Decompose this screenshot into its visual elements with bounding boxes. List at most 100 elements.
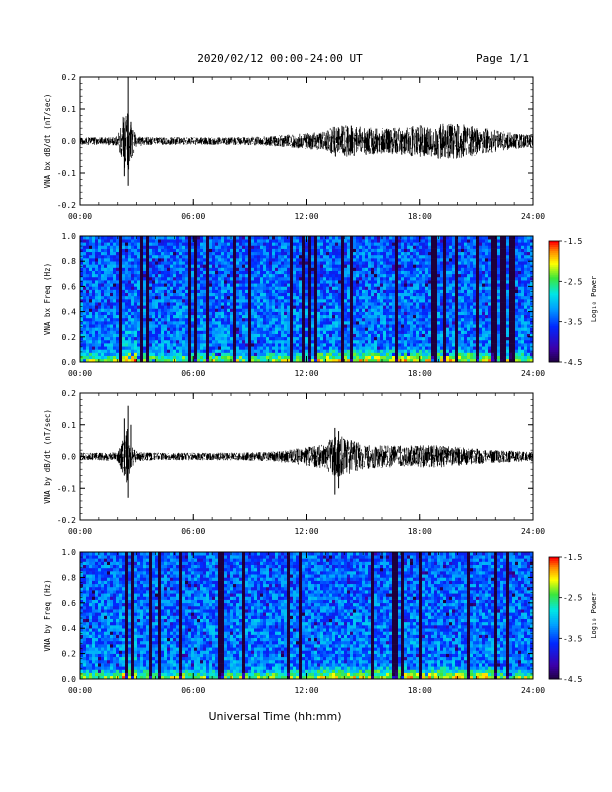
panel-2-cell: [83, 308, 87, 312]
panel-2-cell: [227, 311, 231, 316]
panel-2-cell: [437, 245, 441, 249]
panel-2-cell: [278, 280, 282, 284]
panel-2-cell: [395, 264, 399, 268]
panel-2-cell: [167, 302, 171, 306]
panel-2-cell: [302, 273, 306, 278]
panel-2-cell: [203, 254, 207, 259]
panel-2-cell: [119, 358, 123, 363]
panel-2-cell: [326, 286, 330, 290]
panel-2-cell: [143, 239, 147, 243]
panel-2-cell: [80, 349, 84, 353]
panel-2-cell: [161, 324, 165, 328]
panel-2-cell: [302, 276, 306, 281]
panel-2-cell: [221, 305, 225, 309]
panel-2-cell: [239, 302, 243, 306]
panel-2-cell: [308, 251, 312, 256]
panel-2-cell: [200, 317, 204, 322]
panel-2-cell: [215, 355, 219, 360]
panel-2-cell: [134, 333, 138, 338]
panel-2-cell: [83, 333, 87, 338]
panel-2-cell: [356, 242, 360, 246]
panel-2-cell: [107, 245, 111, 249]
panel-2-cell: [434, 258, 438, 262]
panel-2-cell: [233, 349, 237, 353]
panel-2-cell: [392, 302, 396, 306]
panel-2-cell: [320, 270, 324, 275]
panel-2-cell: [404, 236, 408, 240]
panel-2-cell: [296, 242, 300, 246]
panel-2-cell: [263, 251, 267, 256]
panel-2-cell: [233, 299, 237, 303]
panel-2-cell: [161, 295, 165, 300]
panel-2-cell: [281, 308, 285, 312]
panel-2-cell: [206, 239, 210, 243]
panel-2-cell: [191, 273, 195, 278]
panel-2-cell: [215, 295, 219, 300]
panel-2-cell: [260, 261, 264, 265]
panel-2-cell: [407, 321, 411, 325]
panel-2-cell: [296, 276, 300, 281]
panel-2-cell: [356, 273, 360, 278]
panel-2-cell: [416, 283, 420, 287]
panel-2-cell: [269, 254, 273, 259]
panel-2-cell: [359, 302, 363, 306]
panel-2-cell: [296, 349, 300, 353]
panel-2-cell: [437, 276, 441, 281]
panel-2-cell: [254, 289, 258, 293]
panel-2-cell: [395, 276, 399, 281]
panel-2-cell: [242, 358, 246, 363]
panel-2-cell: [386, 343, 390, 347]
panel-2-cell: [233, 251, 237, 256]
panel-2-cell: [125, 299, 129, 303]
panel-2-cell: [359, 336, 363, 341]
panel-2-cell: [380, 343, 384, 347]
panel-2-cell: [368, 286, 372, 290]
panel-2-cell: [236, 305, 240, 309]
panel-2-cell: [173, 239, 177, 243]
panel-2-cell: [254, 283, 258, 287]
panel-2-cell: [209, 324, 213, 328]
panel-2-cell: [344, 305, 348, 309]
panel-2-cell: [365, 242, 369, 246]
panel-2-cell: [419, 254, 423, 259]
panel-2-cell: [113, 292, 117, 297]
panel-2-cell: [311, 339, 315, 344]
panel-2-cell: [194, 251, 198, 256]
panel-2-cell: [305, 333, 309, 338]
panel-2-cell: [182, 292, 186, 297]
panel-2-cell: [329, 343, 333, 347]
panel-2-cell: [179, 311, 183, 316]
panel-2-cell: [407, 251, 411, 256]
panel-2-cell: [149, 305, 153, 309]
panel-2-cell: [98, 343, 102, 347]
panel-2-cell: [299, 286, 303, 290]
panel-2-cell: [437, 308, 441, 312]
panel-2-cell: [98, 321, 102, 325]
panel-2-cell: [332, 248, 336, 253]
panel-2-cell: [338, 295, 342, 300]
panel-2-cell: [209, 258, 213, 262]
panel-2-cell: [248, 289, 252, 293]
panel-2-cell: [428, 308, 432, 312]
panel-2-cell: [143, 302, 147, 306]
panel-2-cell: [251, 355, 255, 360]
panel-2-cell: [371, 280, 375, 284]
panel-2-cell: [179, 317, 183, 322]
panel-2-cell: [320, 292, 324, 297]
panel-2-cell: [152, 358, 156, 363]
panel-2-cell: [158, 236, 162, 240]
panel-2-cell: [353, 276, 357, 281]
panel-2-cell: [221, 254, 225, 259]
panel-2-cell: [389, 286, 393, 290]
panel-2-cell: [95, 283, 99, 287]
panel-2-cell: [416, 286, 420, 290]
panel-2-cell: [419, 292, 423, 297]
panel-2-cell: [173, 276, 177, 281]
panel-2-cell: [392, 327, 396, 331]
panel-2-cell: [206, 317, 210, 322]
panel-2-cell: [128, 248, 132, 253]
panel-2-cell: [197, 327, 201, 331]
panel-2-cell: [161, 248, 165, 253]
panel-2-cell: [251, 295, 255, 300]
panel-2-cell: [203, 302, 207, 306]
